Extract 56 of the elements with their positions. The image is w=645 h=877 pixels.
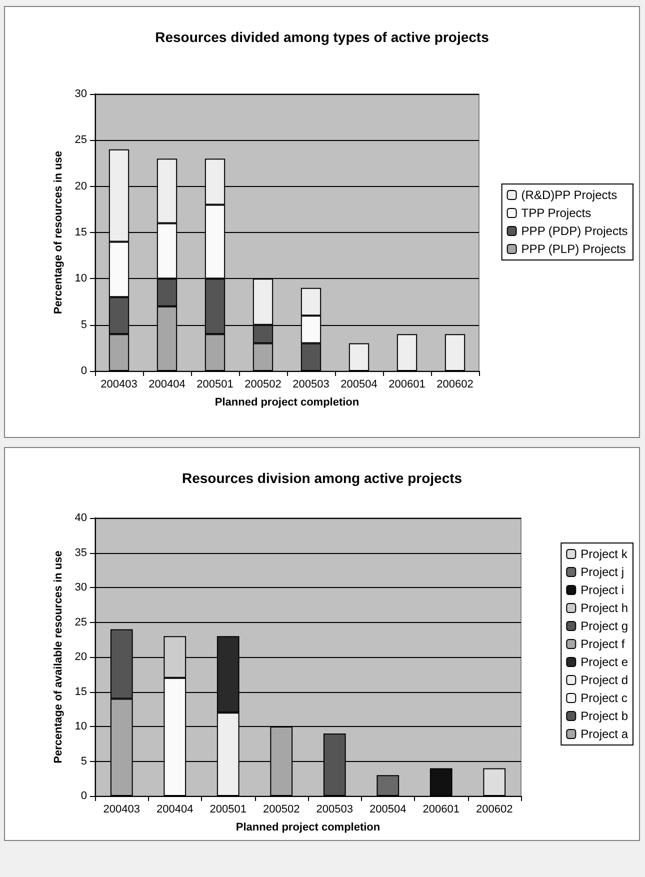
legend-label: PPP (PDP) Projects bbox=[521, 224, 628, 238]
y-axis-title: Percentage of available resources in use bbox=[52, 550, 64, 764]
x-tick-label: 200502 bbox=[244, 378, 282, 390]
x-tick-label: 200601 bbox=[388, 378, 426, 390]
y-tick-label: 15 bbox=[74, 226, 87, 238]
x-tick-label: 200501 bbox=[196, 378, 234, 390]
x-tick-label: 200404 bbox=[148, 378, 186, 390]
y-tick-label: 0 bbox=[80, 790, 87, 802]
y-tick-label: 5 bbox=[80, 318, 87, 331]
x-tick-label: 200602 bbox=[476, 804, 513, 816]
x-tick-label: 200502 bbox=[263, 804, 300, 816]
y-tick-label: 20 bbox=[74, 180, 87, 192]
x-tick-label: 200504 bbox=[340, 378, 378, 390]
x-tick-label: 200403 bbox=[100, 378, 138, 390]
legend-label: TPP Projects bbox=[521, 206, 592, 220]
y-axis-title: Percentage of resources in use bbox=[52, 150, 64, 314]
legend-label: Project h bbox=[580, 601, 628, 615]
x-tick-label: 200504 bbox=[370, 804, 406, 816]
y-tick-label: 20 bbox=[74, 651, 87, 663]
legend-label: Project e bbox=[580, 655, 628, 669]
bar bbox=[348, 343, 370, 371]
y-tick-label: 40 bbox=[74, 512, 87, 524]
legend-label: Project i bbox=[580, 583, 624, 597]
x-axis-title: Planned project completion bbox=[214, 396, 360, 408]
y-tick-label: 25 bbox=[74, 616, 87, 628]
legend-label: Project j bbox=[580, 565, 624, 579]
y-tick-label: 25 bbox=[74, 134, 87, 146]
bar bbox=[396, 334, 418, 371]
chart-title: Resources division among active projects bbox=[182, 470, 462, 486]
x-tick-label: 200403 bbox=[103, 804, 140, 816]
x-tick-label: 200501 bbox=[210, 804, 246, 816]
bar bbox=[444, 334, 466, 371]
x-tick-label: 200503 bbox=[292, 378, 330, 390]
y-tick-label: 10 bbox=[74, 272, 87, 285]
chart-title: Resources divided among types of active projects bbox=[155, 29, 490, 45]
legend-label: Project k bbox=[580, 547, 628, 561]
x-tick-label: 200601 bbox=[422, 804, 460, 816]
legend-label: Project b bbox=[580, 709, 628, 723]
legend-label: Project c bbox=[580, 691, 628, 705]
y-tick-label: 15 bbox=[74, 686, 87, 698]
y-tick-label: 5 bbox=[80, 755, 87, 768]
x-tick-label: 200602 bbox=[436, 378, 474, 390]
y-tick-label: 35 bbox=[74, 546, 87, 559]
y-tick-label: 0 bbox=[80, 365, 87, 377]
y-tick-label: 10 bbox=[74, 720, 87, 732]
y-tick-label: 30 bbox=[74, 582, 87, 594]
legend-label: Project d bbox=[580, 673, 628, 687]
legend-label: Project f bbox=[580, 637, 626, 651]
legend-label: Project a bbox=[580, 727, 628, 741]
x-axis-title: Planned project completion bbox=[236, 822, 380, 834]
legend-label: PPP (PLP) Projects bbox=[521, 242, 626, 256]
x-tick-label: 200503 bbox=[316, 804, 353, 816]
legend-label: (R&D)PP Projects bbox=[521, 188, 618, 202]
y-tick-label: 30 bbox=[74, 88, 87, 100]
x-tick-label: 200404 bbox=[156, 804, 194, 816]
legend-label: Project g bbox=[580, 619, 628, 633]
